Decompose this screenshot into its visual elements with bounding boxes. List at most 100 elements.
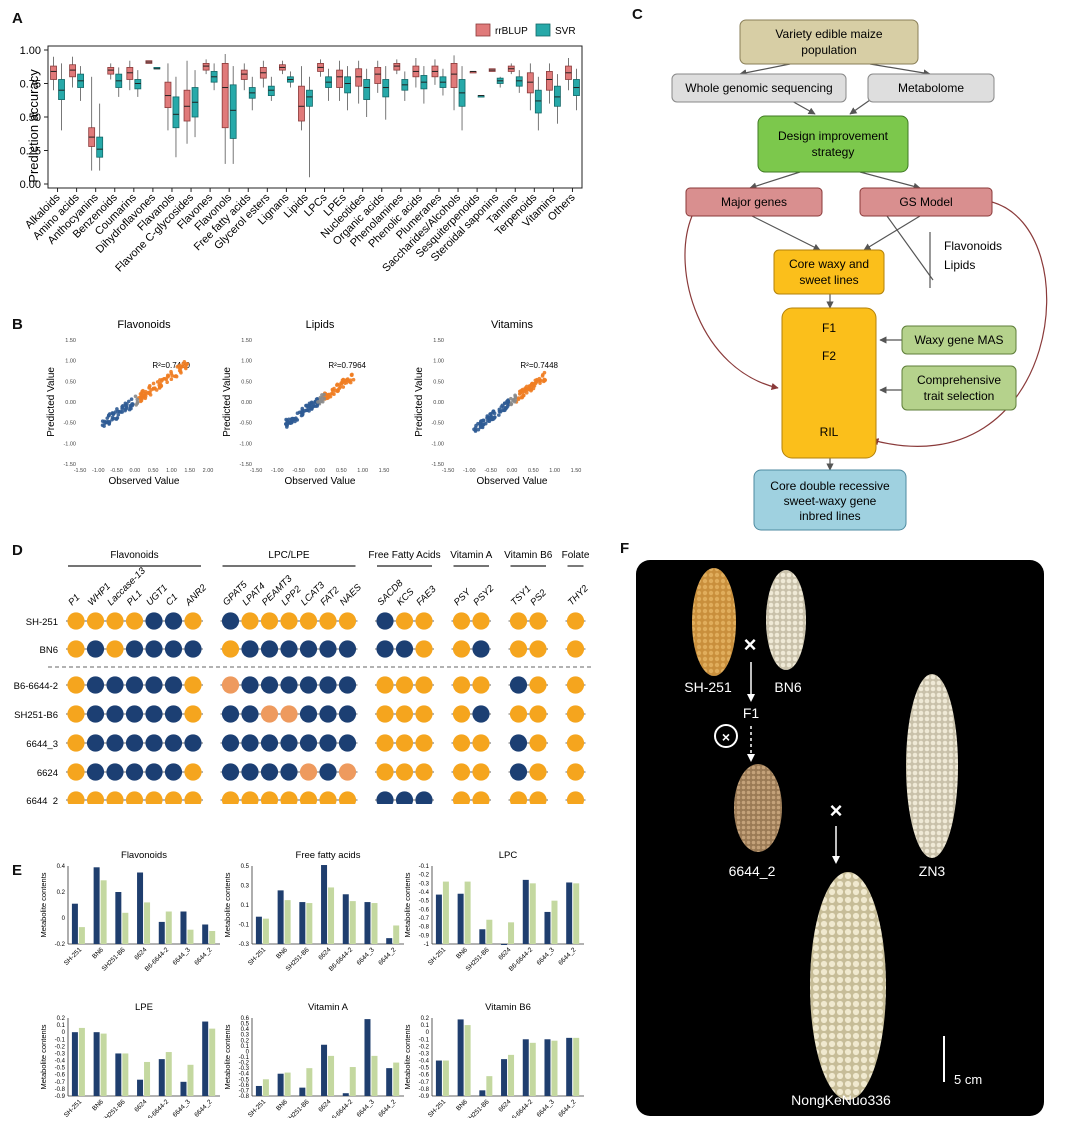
bar [508,1054,515,1096]
bar [144,902,151,944]
scatter-title: Flavonoids [117,319,171,331]
bar [573,883,580,944]
bar [277,890,284,944]
allele-dot [319,705,337,723]
category-label: 6624 [133,1098,148,1113]
scatter-point [174,374,179,379]
panel-label-f: F [620,540,630,557]
scatter-point [134,403,138,407]
y-tick-label: -0.7 [55,1080,66,1086]
scatter-lipids: Lipids1.501.000.500.00-0.50-1.00-1.50-1.… [222,319,389,487]
panel-label-b: B [12,316,23,333]
line-label: 6644_3 [26,739,58,750]
x-tick-label: 1.00 [549,468,560,474]
scatter-point [138,399,143,404]
y-tick-label: -0.2 [239,1061,250,1067]
allele-dot [221,791,240,804]
allele-dot [566,763,585,781]
allele-dot [86,676,105,694]
category-label: 6644_3 [172,1098,193,1118]
box-rrblup [565,58,572,91]
allele-dot [452,640,471,658]
allele-dot [415,612,433,630]
allele-dot [395,612,414,630]
allele-dot [67,763,85,781]
y-tick-label: -0.1 [55,1037,66,1043]
legend-label-rrblup: rrBLUP [495,26,528,37]
bar [529,1042,536,1096]
scatter-point [533,378,538,383]
allele-dot [472,791,490,804]
allele-dot [164,734,183,752]
bar [479,1090,486,1096]
scatter-point [505,399,509,404]
allele-dot [415,705,433,723]
scatter-point [177,363,182,368]
allele-dot [529,734,547,752]
category-label: BN6 [455,1098,469,1112]
allele-dot [280,640,298,658]
scatter-point [351,377,356,382]
group-title: Vitamin B6 [504,550,553,561]
scatter-point [346,378,350,382]
node-final-box [753,469,907,531]
allele-dot [452,705,471,723]
allele-dot [280,612,298,630]
bar [262,918,269,944]
scatter-point [476,427,481,432]
line-label: 6624 [37,768,58,779]
allele-dot [241,734,259,752]
chart-title: Flavonoids [121,850,167,861]
allele-dot [280,705,298,723]
y-tick-label: 0.1 [241,1044,250,1050]
ear-nongkenuo336 [810,872,886,1100]
allele-dot [260,676,279,694]
bar [573,1037,580,1096]
y-tick-label: -0.2 [55,942,66,948]
selfing-x: × [722,729,730,745]
y-tick-label: 0.4 [241,1027,250,1033]
x-tick-label: 0.50 [148,468,159,474]
allele-dot [125,705,144,723]
bar [284,900,291,944]
y-tick-label: -0.7 [239,1088,250,1094]
r2-annotation: R²=0.7964 [328,361,366,370]
allele-dot [452,791,471,804]
bar [342,1093,349,1096]
scatter-point [102,424,106,428]
allele-dot [319,763,337,781]
y-tick-label: -0.1 [239,1055,250,1061]
bar [137,872,144,944]
scatter-point [120,407,124,411]
y-tick-label: -0.9 [419,933,430,939]
allele-dot [529,705,547,723]
bar [393,925,400,944]
line-label: SH251-B6 [14,710,58,721]
bar [442,881,449,944]
y-tick-label: -0.1 [239,923,250,929]
chart-title: Vitamin B6 [485,1002,531,1013]
category-label: SH251-B6 [285,1098,311,1118]
breeding-flowchart: Variety edible maize population Whole ge… [671,19,1048,531]
scatter-point [129,397,134,401]
category-label: 6644_2 [557,1098,578,1118]
y-tick-label: -0.7 [419,1080,430,1086]
x-tick-label: -1.00 [463,468,476,474]
x-axis-label: Observed Value [477,476,548,487]
label-6644-2: 6644_2 [729,863,776,879]
allele-dot [106,676,124,694]
y-axis-label: Predicted Value [46,367,57,437]
y-tick-label: -0.5 [55,1066,66,1072]
y-tick-label: -0.8 [55,1087,66,1093]
allele-dot [221,676,240,694]
y-tick-label: 0.00 [241,400,252,406]
node-f1: F1 [822,321,836,335]
box-rrblup [107,63,115,80]
box-rrblup [488,68,496,72]
node-design-box [757,115,909,173]
scatter-point [166,373,170,378]
x-tick-label: 1.50 [184,468,195,474]
x-tick-label: -1.50 [250,468,263,474]
allele-dot [415,791,433,804]
scatter-point [348,380,353,385]
